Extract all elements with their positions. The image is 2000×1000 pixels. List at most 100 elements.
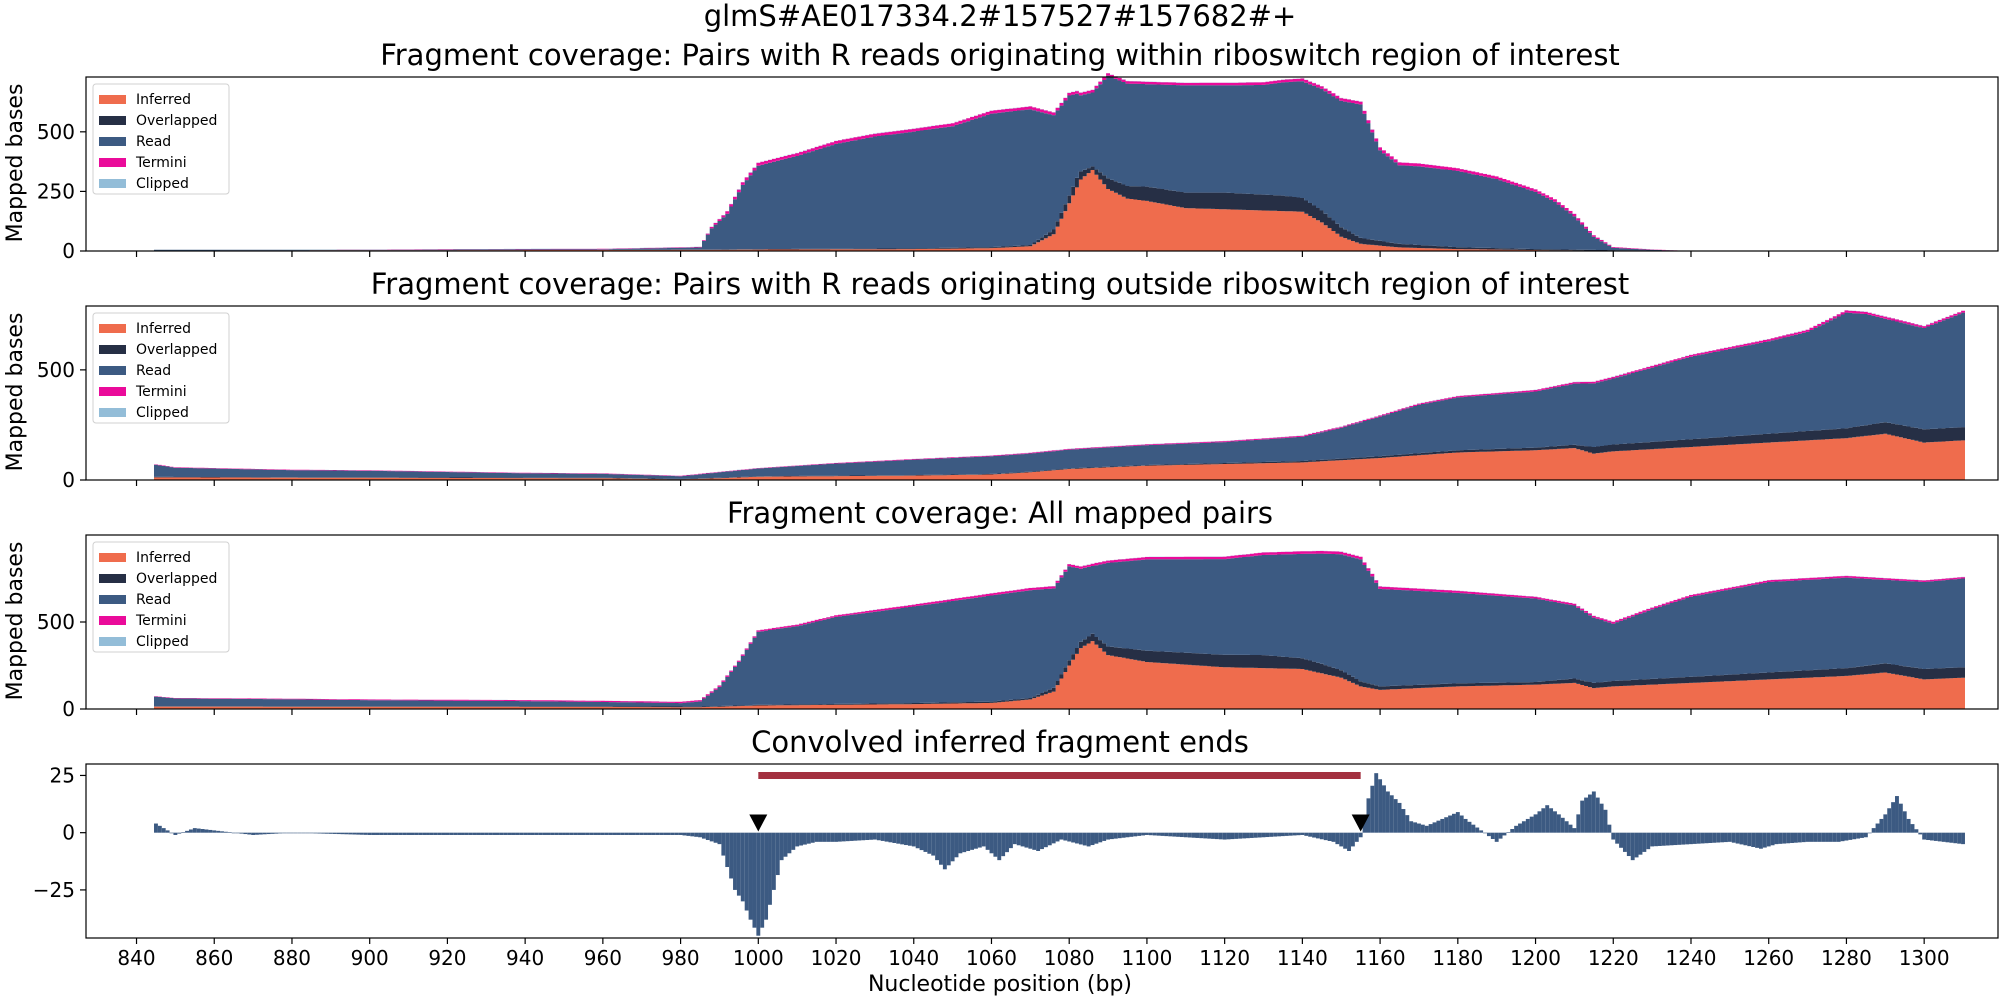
bar [1238, 832, 1243, 839]
bar [1817, 832, 1822, 842]
bar [1510, 829, 1515, 833]
bar [663, 832, 667, 835]
bar [484, 832, 489, 835]
bar [1253, 832, 1258, 838]
bar [989, 832, 994, 854]
bar [1125, 832, 1130, 838]
panel-2-plot: Inferred Overlapped Read Termini Clipped 0 500 [37, 305, 1999, 492]
bar [1401, 809, 1406, 833]
bar [841, 832, 846, 842]
bar [620, 832, 625, 835]
bar [775, 832, 780, 876]
x-tick-label: 1220 [1588, 946, 1639, 970]
x-tick-label: 1260 [1743, 946, 1794, 970]
bar [313, 832, 318, 834]
legend-swatch-termini [99, 616, 126, 625]
y-tick-label: −25 [33, 878, 75, 902]
bar [1420, 824, 1425, 833]
bar [686, 832, 691, 836]
bar [1595, 797, 1600, 833]
x-tick-label: 880 [273, 946, 311, 970]
bar [740, 832, 745, 902]
bar [359, 832, 364, 835]
bar [1417, 823, 1421, 833]
bar [154, 823, 158, 833]
bar [915, 832, 920, 849]
bar [441, 832, 446, 835]
bar [1533, 814, 1538, 833]
x-tick-label: 1040 [888, 946, 939, 970]
bar [1778, 832, 1783, 844]
bar [783, 832, 788, 857]
bar [981, 832, 986, 847]
bar [1350, 832, 1355, 847]
bar [1273, 832, 1278, 837]
bar [1665, 832, 1670, 846]
legend-swatch-read [99, 595, 126, 604]
bar [499, 832, 504, 835]
bar [1315, 832, 1320, 839]
bar [624, 832, 629, 835]
bar [422, 832, 427, 835]
panel-3-plot: Inferred Overlapped Read Termini Clipped 0 500 [37, 534, 1999, 721]
legend-swatch-clipped [99, 179, 126, 188]
bar [639, 832, 644, 835]
bar [1805, 832, 1810, 842]
bar [398, 832, 403, 835]
bar [476, 832, 481, 835]
bar [997, 832, 1002, 861]
legend-p2: Inferred Overlapped Read Termini Clipped [92, 312, 230, 424]
bar [181, 832, 186, 833]
bar [985, 832, 990, 850]
bar [1560, 817, 1565, 833]
axes-frame-p2 [85, 305, 1999, 481]
bar [1564, 821, 1569, 833]
bar [939, 832, 943, 865]
legend-label-inferred: Inferred [136, 550, 191, 566]
bar [1413, 822, 1418, 833]
bar [569, 832, 574, 835]
bar [577, 832, 582, 835]
legend-swatch-inferred [99, 553, 126, 562]
bar [1409, 821, 1414, 833]
panel-2-ylabel: Mapped bases [3, 313, 28, 472]
bar [457, 832, 462, 835]
panel-4-title: Convolved inferred fragment ends [751, 725, 1249, 759]
bar [352, 832, 357, 835]
bar [262, 832, 267, 835]
bar [165, 830, 170, 833]
panel-3-ylabel: Mapped bases [3, 542, 28, 701]
bar [1343, 832, 1348, 849]
bar [1584, 797, 1589, 833]
y-tick-label: 500 [37, 120, 75, 144]
bar [666, 832, 671, 835]
bar [1281, 832, 1285, 837]
bar [321, 832, 325, 834]
bar [1195, 832, 1200, 838]
bar [966, 832, 971, 851]
x-tick-label: 940 [506, 946, 544, 970]
bar [1008, 832, 1013, 849]
y-tick-label: 500 [37, 610, 75, 634]
bar [1051, 832, 1056, 844]
bar [1378, 779, 1383, 833]
y-tick-label: 0 [62, 697, 75, 721]
bar [1071, 832, 1076, 843]
bar [1774, 832, 1779, 845]
axes-frame-p4 [85, 763, 1999, 939]
bar [911, 832, 916, 847]
bar [231, 832, 236, 834]
bar [849, 832, 854, 841]
bar [1521, 821, 1526, 833]
area-inferred-p2 [154, 433, 1965, 480]
bar [1156, 832, 1161, 836]
bar [157, 825, 162, 833]
bar [1323, 832, 1328, 841]
bar [1110, 832, 1114, 840]
marker-triangle-1 [749, 814, 768, 832]
bar [1016, 832, 1021, 846]
bar [1887, 808, 1892, 833]
bar [255, 832, 259, 835]
bar [736, 832, 741, 896]
bar [1549, 808, 1554, 833]
